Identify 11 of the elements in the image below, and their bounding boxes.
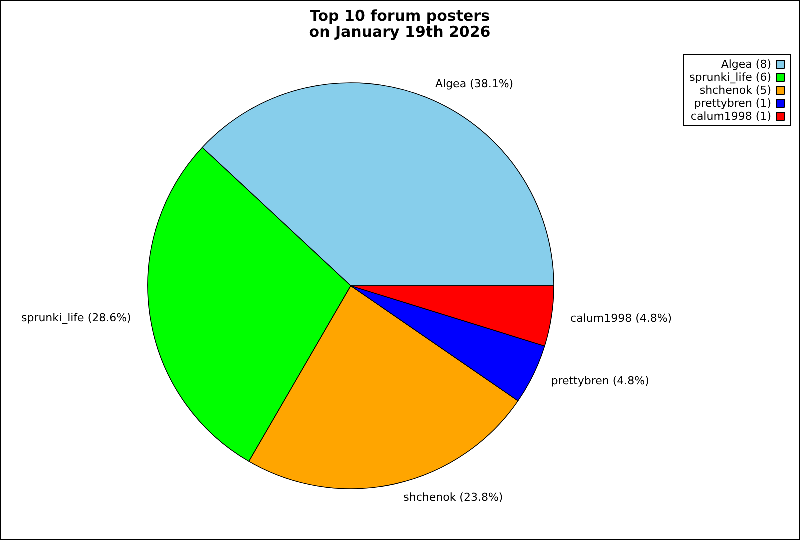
data-label: calum1998 (4.8%) bbox=[570, 312, 672, 326]
data-label: prettybren (4.8%) bbox=[551, 374, 650, 388]
legend-label: calum1998 (1) bbox=[690, 110, 772, 123]
data-label: Algea (38.1%) bbox=[435, 78, 514, 91]
legend-label: prettybren (1) bbox=[694, 97, 772, 110]
data-label: sprunki_life (28.6%) bbox=[21, 311, 132, 324]
legend-label: sprunki_life (6) bbox=[690, 71, 772, 84]
chart-title: Top 10 forum posters on January 19th 2026 bbox=[309, 7, 491, 41]
legend-label: shchenok (5) bbox=[700, 84, 772, 97]
data-label: shchenok (23.8%) bbox=[404, 491, 504, 504]
legend-label: Algea (8) bbox=[721, 58, 772, 71]
